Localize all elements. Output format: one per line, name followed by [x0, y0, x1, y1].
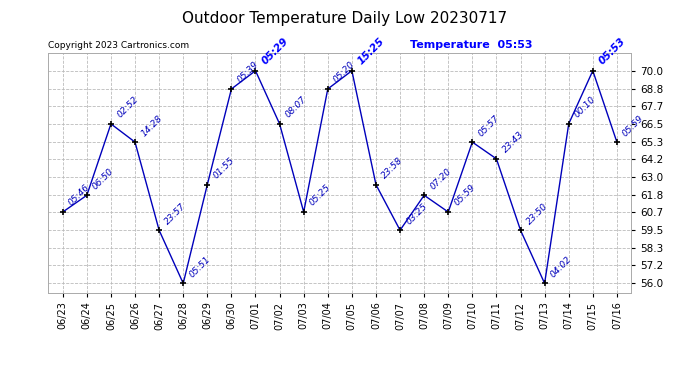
Text: 23:43: 23:43: [501, 130, 525, 154]
Text: 05:57: 05:57: [477, 113, 501, 138]
Text: 05:39: 05:39: [235, 60, 260, 85]
Text: Copyright 2023 Cartronics.com: Copyright 2023 Cartronics.com: [48, 41, 190, 50]
Text: 23:58: 23:58: [380, 156, 405, 180]
Text: 05:59: 05:59: [453, 183, 477, 208]
Text: 00:10: 00:10: [573, 95, 598, 120]
Text: 04:02: 04:02: [549, 255, 573, 279]
Text: 05:59: 05:59: [621, 113, 646, 138]
Text: Temperature  05:53: Temperature 05:53: [410, 40, 532, 50]
Text: 05:29: 05:29: [259, 36, 290, 66]
Text: 03:25: 03:25: [404, 201, 429, 226]
Text: 01:55: 01:55: [211, 156, 236, 180]
Text: Outdoor Temperature Daily Low 20230717: Outdoor Temperature Daily Low 20230717: [182, 11, 508, 26]
Text: 23:57: 23:57: [164, 201, 188, 226]
Text: 23:50: 23:50: [524, 201, 549, 226]
Text: 05:20: 05:20: [332, 60, 357, 85]
Text: 05:51: 05:51: [188, 255, 212, 279]
Text: 05:53: 05:53: [597, 36, 627, 66]
Text: 15:25: 15:25: [356, 36, 386, 66]
Text: 07:20: 07:20: [428, 166, 453, 191]
Text: 05:25: 05:25: [308, 183, 333, 208]
Text: 02:52: 02:52: [115, 95, 140, 120]
Text: 05:46: 05:46: [67, 183, 92, 208]
Text: 14:28: 14:28: [139, 113, 164, 138]
Text: 06:50: 06:50: [91, 166, 116, 191]
Text: 08:07: 08:07: [284, 95, 308, 120]
